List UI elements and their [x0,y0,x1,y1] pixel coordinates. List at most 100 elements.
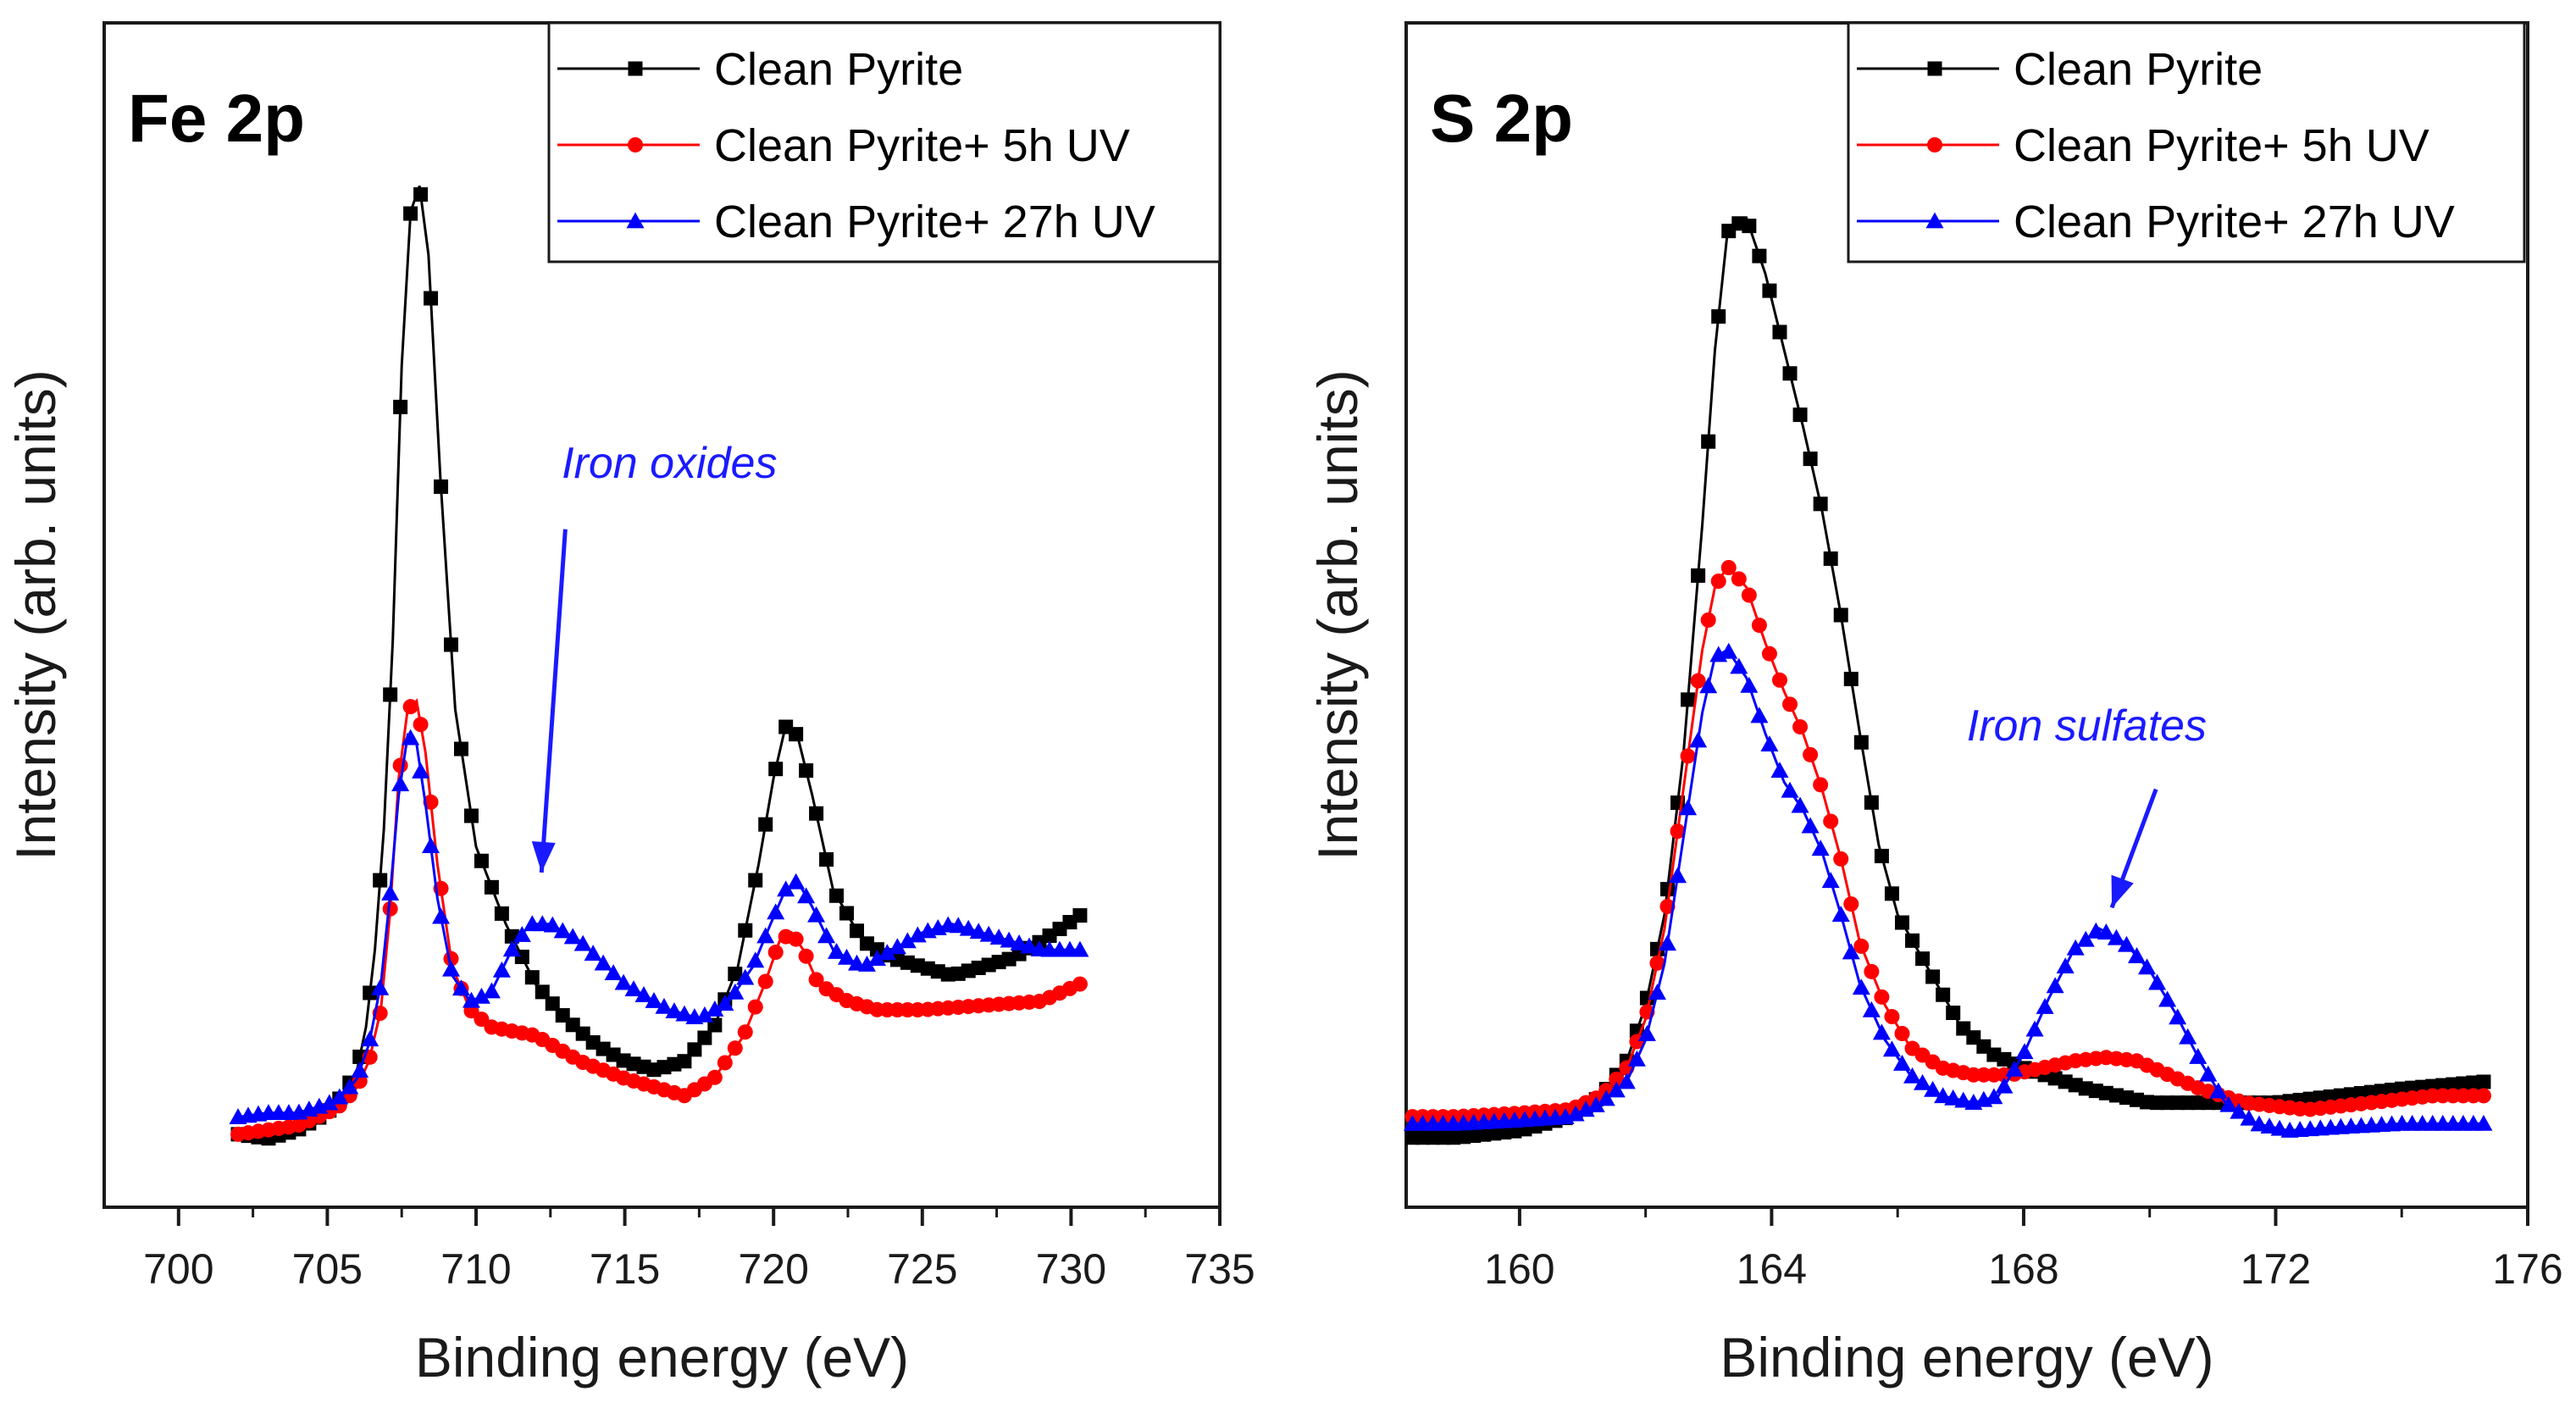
data-point [2097,923,2115,940]
data-point [1823,813,1839,829]
data-point [1566,1105,1585,1122]
data-point [746,951,765,968]
x-tick-label: 715 [590,1245,660,1293]
legend: Clean Pyrite Clean Pyrite+ 5h UV Clean Pyr… [1847,21,2526,263]
data-point [2066,939,2085,956]
data-point [1689,731,1708,748]
data-point [1720,560,1737,576]
data-point [634,986,653,1002]
data-point [1884,1009,1900,1025]
data-point [697,1030,712,1045]
data-point [1782,696,1798,712]
data-point [2179,1028,2197,1045]
data-point [838,948,856,965]
data-point [1874,848,1889,863]
data-point [341,1078,359,1095]
data-point [1607,1081,1626,1098]
data-point [2250,1115,2269,1132]
data-point [1072,976,1088,992]
legend-marker [626,212,645,229]
series-triangle [1403,642,2493,1138]
data-point [1691,568,1706,583]
data-point [908,926,927,943]
panel-label: Fe 2p [128,80,305,156]
data-point [573,934,592,951]
data-point [799,763,814,779]
data-point [403,206,418,221]
data-point [695,1006,714,1023]
data-point [2476,1074,2491,1089]
data-point [563,928,582,945]
data-point [898,932,917,949]
x-tick-label: 168 [1988,1245,2058,1293]
data-point [402,699,418,715]
data-point [969,923,988,940]
data-point [2056,957,2075,974]
series-line [1412,648,2484,1133]
data-point [424,291,439,306]
data-point [1762,283,1777,298]
data-point [1864,963,1880,979]
data-point [888,938,906,955]
legend: Clean Pyrite Clean Pyrite+ 5h UV Clean Pyr… [547,21,1222,263]
data-point [1587,1095,1605,1112]
data-point [767,903,785,920]
data-point [817,927,836,944]
data-point [1843,671,1859,686]
data-point [1872,1023,1891,1040]
data-point [535,984,550,1000]
x-tick-label: 730 [1036,1245,1106,1293]
data-point [738,923,753,938]
data-point [1760,735,1779,751]
data-point [492,961,511,978]
data-point [1843,896,1859,912]
series-triangle [229,729,1089,1125]
data-point [867,950,886,967]
x-tick-label: 700 [143,1245,213,1293]
data-point [706,1069,723,1085]
legend-marker [1925,212,1944,229]
data-point [1862,1001,1881,1017]
data-point [1627,1050,1646,1067]
data-point [1659,934,1677,951]
data-point [413,717,429,733]
data-point [1731,571,1747,587]
data-point [2474,1114,2493,1131]
data-point [808,972,824,988]
legend-label: Clean Pyrite [714,44,963,95]
data-point [1915,951,1931,967]
x-tick-label: 172 [2241,1245,2311,1293]
data-point [675,1005,694,1022]
data-point [768,762,784,777]
series-circle [1404,560,2491,1125]
legend-label: Clean Pyrite+ 27h UV [714,197,1155,247]
data-point [1813,496,1828,512]
data-point [453,741,468,757]
data-point [463,808,479,823]
data-point [1833,607,1848,623]
panel-label: S 2p [1430,80,1573,156]
data-point [361,1030,379,1047]
data-point [2046,977,2064,994]
data-point [1833,851,1849,867]
data-point [543,916,562,933]
data-point [1821,872,1840,889]
data-point [2148,973,2167,990]
data-point [737,1024,753,1040]
x-tick-label: 710 [440,1245,511,1293]
data-point [727,1040,743,1056]
data-point [655,997,673,1014]
data-point [747,999,763,1015]
data-point [716,995,734,1011]
y-axis-title: Intensity (arb. units) [1306,369,1369,861]
series-line [1412,563,2484,1118]
data-point [1831,906,1850,923]
data-point [2127,947,2146,963]
data-point [363,985,378,1001]
annotation-label: Iron oxides [562,439,777,488]
data-point [1730,657,1748,674]
data-point [959,919,978,936]
data-point [2138,958,2157,975]
x-tick-label: 705 [292,1245,363,1293]
data-point [1751,618,1767,634]
